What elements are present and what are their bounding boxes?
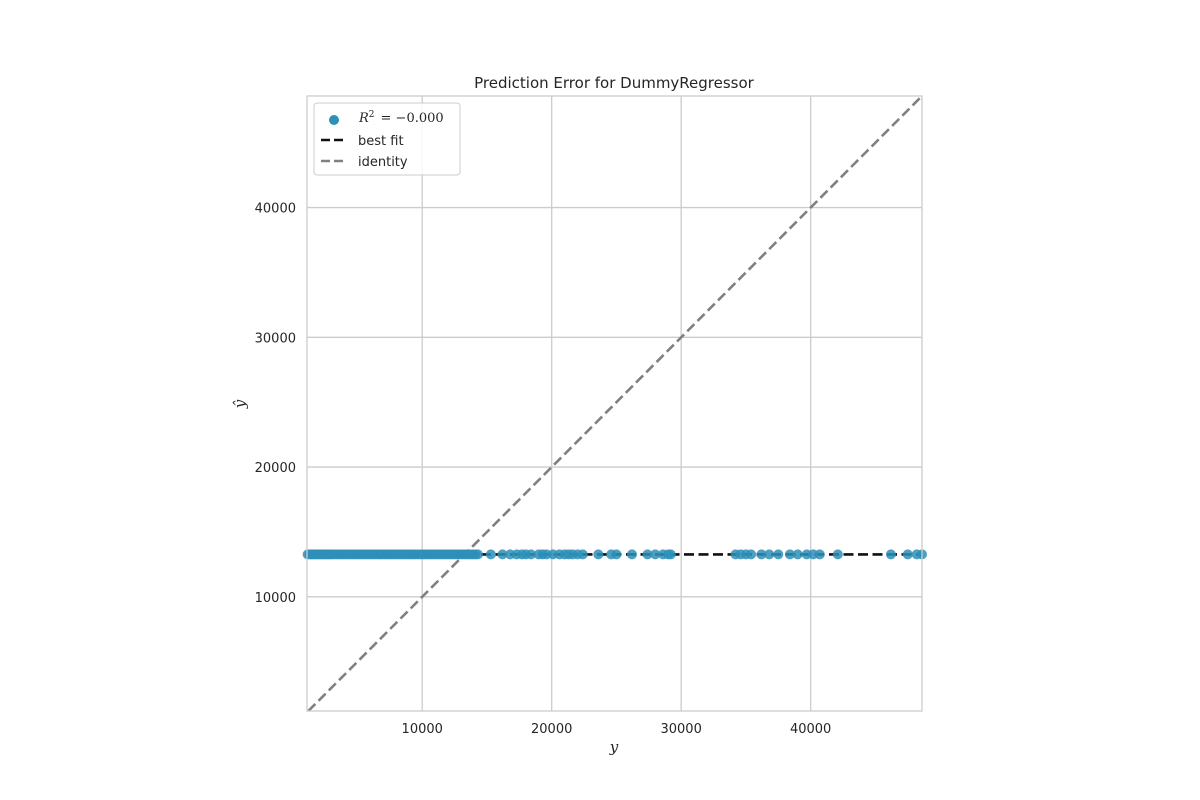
scatter-point <box>756 549 767 560</box>
y-tick-label: 40000 <box>255 202 296 217</box>
scatter-point <box>885 549 896 560</box>
x-tick-label: 10000 <box>402 722 443 737</box>
legend-r2-superscript: 2 <box>369 110 375 120</box>
legend-label-best-fit: best fit <box>358 134 404 149</box>
scatter-point <box>773 549 784 560</box>
grid-lines <box>307 96 922 711</box>
chart-lines <box>307 95 923 712</box>
scatter-point <box>832 549 843 560</box>
scatter-point <box>611 549 622 560</box>
y-axis-label: ŷ <box>231 399 249 409</box>
y-tick-label: 10000 <box>255 591 296 606</box>
y-tick-label: 20000 <box>255 461 296 476</box>
identity-line <box>307 95 923 712</box>
scatter-point <box>577 549 588 560</box>
scatter-point <box>902 549 913 560</box>
scatter-point <box>525 549 536 560</box>
scatter-point <box>764 549 775 560</box>
y-tick-label: 30000 <box>255 331 296 346</box>
legend-r2-label: R2 = −0.000 <box>358 110 444 126</box>
scatter-point <box>665 549 676 560</box>
x-axis-label: y <box>609 738 619 756</box>
scatter-point <box>784 549 795 560</box>
scatter-point <box>792 549 803 560</box>
legend: R2 = −0.000 best fit identity <box>313 102 461 176</box>
scatter-point <box>746 549 757 560</box>
scatter-point <box>650 549 661 560</box>
scatter-point <box>814 549 825 560</box>
scatter-point <box>472 549 483 560</box>
legend-r2-symbol: R <box>358 111 369 126</box>
scatter-point <box>497 549 508 560</box>
scatter-points <box>302 549 927 560</box>
scatter-point <box>485 549 496 560</box>
chart-title: Prediction Error for DummyRegressor <box>474 74 755 92</box>
scatter-point <box>642 549 653 560</box>
x-tick-label: 20000 <box>531 722 572 737</box>
legend-label-identity: identity <box>358 155 408 170</box>
scatter-point <box>593 549 604 560</box>
scatter-point <box>626 549 637 560</box>
plot-frame <box>306 95 923 712</box>
legend-marker-points <box>329 115 339 125</box>
tick-labels: 10000 20000 30000 40000 10000 20000 30000 40000 <box>255 202 832 737</box>
legend-r2-value: = −0.000 <box>381 111 444 126</box>
x-tick-label: 40000 <box>790 722 831 737</box>
legend-box <box>313 102 461 176</box>
x-tick-label: 30000 <box>660 722 701 737</box>
